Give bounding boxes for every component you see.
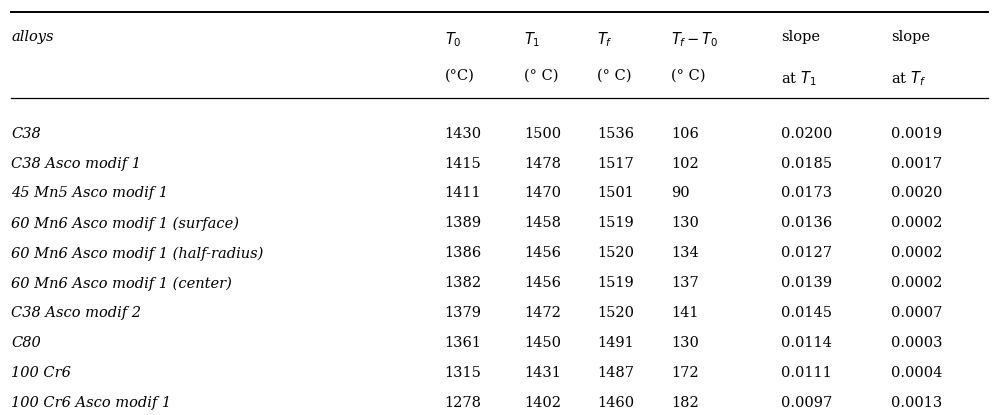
Text: 141: 141 (671, 306, 698, 320)
Text: 1458: 1458 (524, 216, 561, 230)
Text: 1415: 1415 (445, 156, 482, 171)
Text: 102: 102 (671, 156, 698, 171)
Text: (°C): (°C) (445, 69, 475, 83)
Text: 137: 137 (671, 276, 698, 290)
Text: 0.0019: 0.0019 (891, 127, 942, 141)
Text: 60 Mn6 Asco modif 1 (surface): 60 Mn6 Asco modif 1 (surface) (11, 216, 240, 231)
Text: 90: 90 (671, 186, 689, 200)
Text: C80: C80 (11, 336, 41, 350)
Text: 1500: 1500 (524, 127, 561, 141)
Text: 1278: 1278 (445, 396, 482, 410)
Text: 0.0004: 0.0004 (891, 366, 942, 380)
Text: 106: 106 (671, 127, 698, 141)
Text: 1361: 1361 (445, 336, 482, 350)
Text: C38: C38 (11, 127, 41, 141)
Text: 1491: 1491 (597, 336, 634, 350)
Text: at $T_1$: at $T_1$ (781, 69, 817, 88)
Text: alloys: alloys (11, 30, 54, 44)
Text: 1460: 1460 (597, 396, 634, 410)
Text: 0.0002: 0.0002 (891, 276, 942, 290)
Text: 0.0020: 0.0020 (891, 186, 942, 200)
Text: C38 Asco modif 2: C38 Asco modif 2 (11, 306, 141, 320)
Text: slope: slope (781, 30, 820, 44)
Text: 0.0097: 0.0097 (781, 396, 833, 410)
Text: 134: 134 (671, 247, 698, 260)
Text: 1520: 1520 (597, 247, 634, 260)
Text: 1519: 1519 (597, 216, 634, 230)
Text: (° C): (° C) (671, 69, 705, 83)
Text: 1389: 1389 (445, 216, 482, 230)
Text: 0.0173: 0.0173 (781, 186, 832, 200)
Text: 1536: 1536 (597, 127, 634, 141)
Text: 1519: 1519 (597, 276, 634, 290)
Text: 1487: 1487 (597, 366, 634, 380)
Text: 0.0200: 0.0200 (781, 127, 833, 141)
Text: 0.0017: 0.0017 (891, 156, 942, 171)
Text: 1470: 1470 (524, 186, 561, 200)
Text: 1430: 1430 (445, 127, 482, 141)
Text: 100 Cr6 Asco modif 1: 100 Cr6 Asco modif 1 (11, 396, 172, 410)
Text: 130: 130 (671, 216, 698, 230)
Text: 1456: 1456 (524, 276, 561, 290)
Text: 0.0007: 0.0007 (891, 306, 942, 320)
Text: 1382: 1382 (445, 276, 482, 290)
Text: 1478: 1478 (524, 156, 561, 171)
Text: 0.0111: 0.0111 (781, 366, 832, 380)
Text: 0.0013: 0.0013 (891, 396, 942, 410)
Text: slope: slope (891, 30, 930, 44)
Text: 172: 172 (671, 366, 698, 380)
Text: 0.0127: 0.0127 (781, 247, 832, 260)
Text: 0.0002: 0.0002 (891, 216, 942, 230)
Text: $T_f - T_0$: $T_f - T_0$ (671, 30, 718, 49)
Text: $T_0$: $T_0$ (445, 30, 462, 49)
Text: 1450: 1450 (524, 336, 561, 350)
Text: (° C): (° C) (597, 69, 631, 83)
Text: 1501: 1501 (597, 186, 634, 200)
Text: 1517: 1517 (597, 156, 634, 171)
Text: 60 Mn6 Asco modif 1 (center): 60 Mn6 Asco modif 1 (center) (11, 276, 232, 291)
Text: 1456: 1456 (524, 247, 561, 260)
Text: 0.0002: 0.0002 (891, 247, 942, 260)
Text: 1386: 1386 (445, 247, 482, 260)
Text: 0.0003: 0.0003 (891, 336, 942, 350)
Text: 100 Cr6: 100 Cr6 (11, 366, 71, 380)
Text: 130: 130 (671, 336, 698, 350)
Text: 0.0114: 0.0114 (781, 336, 832, 350)
Text: 0.0145: 0.0145 (781, 306, 832, 320)
Text: 1472: 1472 (524, 306, 561, 320)
Text: 1520: 1520 (597, 306, 634, 320)
Text: 0.0136: 0.0136 (781, 216, 833, 230)
Text: $T_1$: $T_1$ (524, 30, 540, 49)
Text: 45 Mn5 Asco modif 1: 45 Mn5 Asco modif 1 (11, 186, 169, 200)
Text: $T_f$: $T_f$ (597, 30, 613, 49)
Text: 60 Mn6 Asco modif 1 (half-radius): 60 Mn6 Asco modif 1 (half-radius) (11, 247, 264, 261)
Text: 1402: 1402 (524, 396, 561, 410)
Text: C38 Asco modif 1: C38 Asco modif 1 (11, 156, 141, 171)
Text: 0.0185: 0.0185 (781, 156, 832, 171)
Text: 1315: 1315 (445, 366, 482, 380)
Text: 182: 182 (671, 396, 698, 410)
Text: 0.0139: 0.0139 (781, 276, 832, 290)
Text: 1411: 1411 (445, 186, 482, 200)
Text: at $T_f$: at $T_f$ (891, 69, 926, 88)
Text: (° C): (° C) (524, 69, 558, 83)
Text: 1431: 1431 (524, 366, 561, 380)
Text: 1379: 1379 (445, 306, 482, 320)
